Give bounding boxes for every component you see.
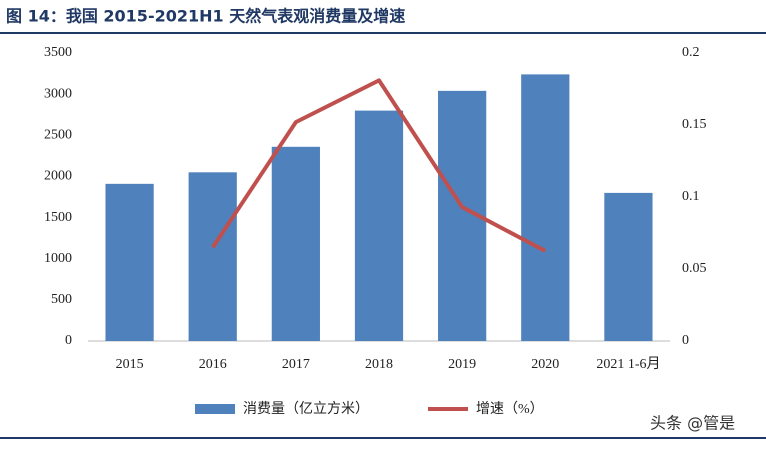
- x-tick-label: 2016: [199, 357, 227, 372]
- y2-tick-label: 0.2: [682, 45, 700, 60]
- bar: [604, 192, 653, 341]
- bar: [521, 74, 570, 341]
- y-tick-label: 0: [65, 333, 72, 348]
- legend-swatch: [195, 404, 235, 414]
- x-tick-label: 2021 1-6月: [596, 356, 660, 372]
- y2-tick-label: 0: [682, 333, 689, 348]
- legend-label: 消费量（亿立方米）: [243, 401, 369, 417]
- x-tick-label: 2018: [365, 357, 393, 372]
- x-tick-label: 2017: [282, 357, 310, 372]
- x-tick-label: 2015: [116, 357, 144, 372]
- bar: [188, 172, 237, 341]
- y-tick-label: 2500: [44, 128, 72, 143]
- bar: [354, 110, 404, 341]
- y-tick-label: 1500: [44, 210, 72, 225]
- y2-tick-label: 0.1: [682, 189, 700, 204]
- y-tick-label: 2000: [44, 169, 72, 184]
- y2-tick-label: 0.05: [682, 261, 707, 276]
- x-tick-label: 2020: [531, 357, 559, 372]
- y-tick-label: 3500: [44, 45, 72, 60]
- x-tick-label: 2019: [448, 357, 476, 372]
- chart-title: 图 14：我国 2015-2021H1 天然气表观消费量及增速: [6, 7, 405, 26]
- bar: [271, 146, 320, 341]
- watermark: 头条 @管是: [650, 414, 735, 433]
- y-tick-label: 500: [51, 292, 72, 307]
- line: [211, 78, 547, 253]
- bar: [105, 183, 154, 341]
- y-tick-label: 1000: [44, 251, 72, 266]
- legend-label: 增速（%）: [476, 401, 544, 417]
- y-tick-label: 3000: [44, 86, 72, 101]
- y2-tick-label: 0.15: [682, 117, 707, 132]
